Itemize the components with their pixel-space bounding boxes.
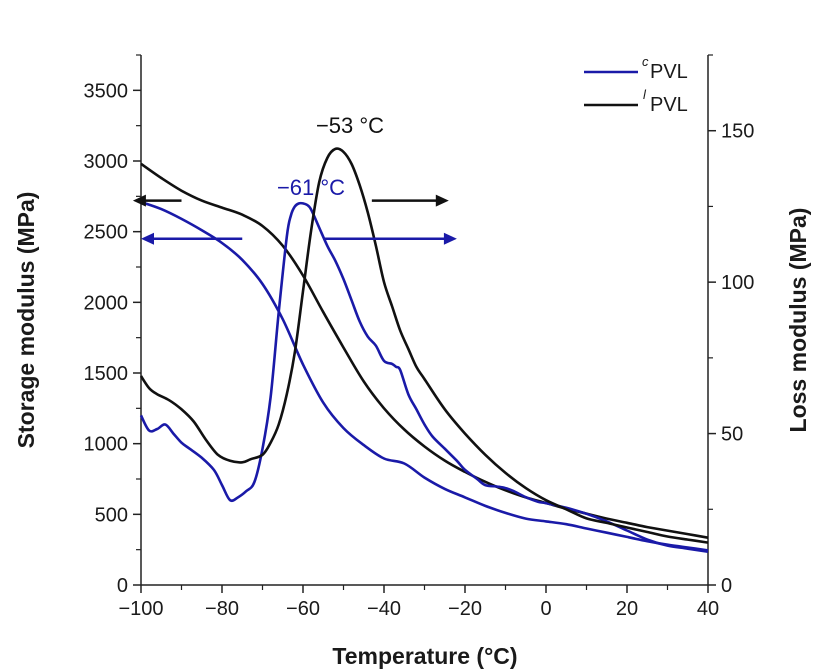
annotation-arrows <box>132 194 457 245</box>
y-left-tick-label: 0 <box>117 575 128 597</box>
annotation-lpvl-peak: −53 °C <box>316 113 384 138</box>
legend-sup-cpvl: c <box>642 54 649 69</box>
arrow-head <box>141 232 154 245</box>
axis-arrow <box>371 194 449 207</box>
x-tick-label: 40 <box>697 598 719 620</box>
plot-area <box>140 55 709 586</box>
arrow-head <box>443 232 457 245</box>
y-right-tick-label: 100 <box>721 272 754 294</box>
y-left-tick-label: 1000 <box>84 434 129 456</box>
series-line <box>139 201 709 553</box>
x-tick-label: −40 <box>367 598 401 620</box>
axis-ticks: −100 −80 −60 −40 −20 0 20 400500100015002000250… <box>84 54 754 620</box>
legend: c PVL l PVL <box>584 54 688 116</box>
y-left-tick-label: 2000 <box>84 292 129 314</box>
legend-label-cpvl: PVL <box>650 61 688 83</box>
axis-arrow <box>141 232 243 245</box>
y-axis-right-title: Loss modulus (MPa) <box>785 208 811 433</box>
series-line <box>140 200 709 552</box>
y-left-tick-label: 3000 <box>84 151 129 173</box>
legend-label-lpvl: PVL <box>650 94 688 116</box>
x-axis-title: Temperature (°C) <box>332 643 517 669</box>
series-layer <box>139 147 709 553</box>
axis-arrow <box>323 232 457 245</box>
annotation-cpvl-peak: −61 °C <box>277 175 345 200</box>
arrow-head <box>435 194 449 207</box>
series-line <box>140 162 709 539</box>
series-line <box>139 147 709 544</box>
y-axis-left-title: Storage modulus (MPa) <box>13 192 39 449</box>
legend-sup-lpvl: l <box>643 87 647 102</box>
x-tick-label: −20 <box>448 598 482 620</box>
x-tick-label: 0 <box>540 598 551 620</box>
y-left-tick-label: 3500 <box>84 80 129 102</box>
y-left-tick-label: 500 <box>95 504 128 526</box>
y-right-tick-label: 50 <box>721 424 743 446</box>
x-tick-label: −80 <box>205 598 239 620</box>
axis-arrow <box>132 194 182 207</box>
y-right-tick-label: 0 <box>721 575 732 597</box>
y-right-tick-label: 150 <box>721 121 754 143</box>
y-left-tick-label: 2500 <box>84 222 129 244</box>
x-tick-label: 20 <box>616 598 638 620</box>
arrow-head <box>132 194 146 207</box>
x-tick-label: −100 <box>118 598 163 620</box>
x-tick-label: −60 <box>286 598 320 620</box>
y-left-tick-label: 1500 <box>84 363 129 385</box>
